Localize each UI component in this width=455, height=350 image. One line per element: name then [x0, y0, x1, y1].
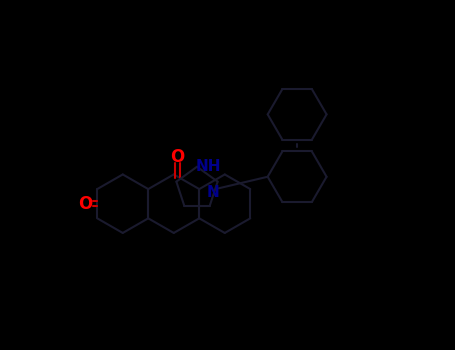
Text: O: O	[171, 148, 185, 166]
Text: NH: NH	[196, 159, 222, 174]
Text: O: O	[78, 195, 93, 213]
Text: N: N	[206, 185, 219, 200]
